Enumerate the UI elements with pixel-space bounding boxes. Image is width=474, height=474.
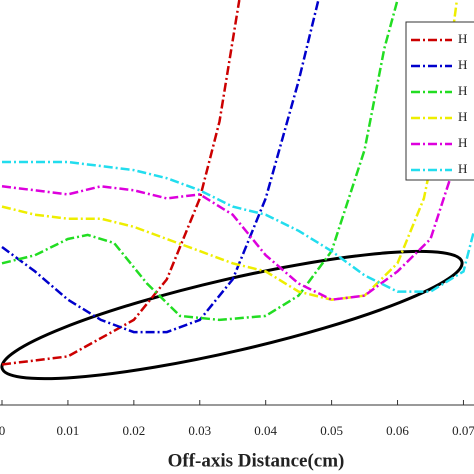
x-tick-label: 0.06 [386,423,409,438]
x-tick-label: 0 [0,423,5,438]
x-axis-label: Off-axis Distance(cm) [168,450,345,471]
legend-label: H [458,57,467,72]
x-tick-label: 0.02 [122,423,145,438]
x-tick-label: 0.04 [254,423,277,438]
data-line [1,0,320,334]
x-tick-label: 0.01 [57,423,80,438]
data-line [1,0,241,366]
data-line [1,0,399,322]
data-line [2,160,474,293]
legend-label: H [458,135,467,150]
legend-label: H [458,31,467,46]
data-line [1,100,472,301]
highlight-ellipse [0,249,464,381]
x-tick-label: 0.03 [188,423,211,438]
legend-label: H [458,109,467,124]
x-tick-label: 0.05 [320,423,343,438]
x-tick-label: 0.07 [452,423,474,438]
legend-label: H [458,161,467,176]
legend-box [405,21,474,181]
legend-label: H [458,83,467,98]
data-line [1,0,459,301]
